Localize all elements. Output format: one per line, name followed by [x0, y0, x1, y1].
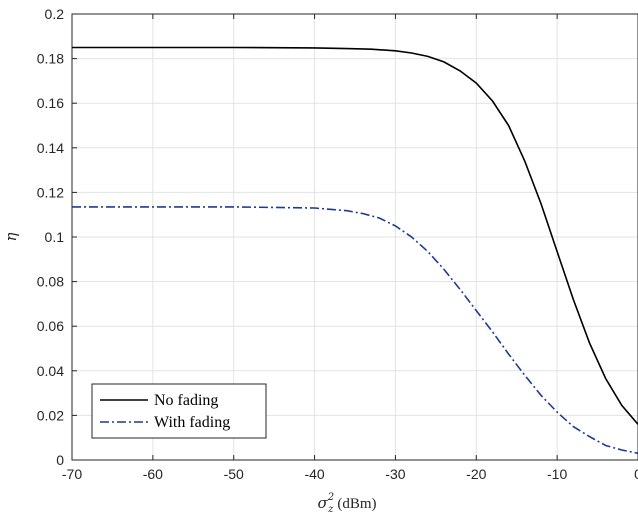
x-tick-label: -30: [385, 466, 405, 482]
x-tick-label: -50: [224, 466, 244, 482]
x-axis-label-superscript: 2: [327, 492, 334, 503]
x-tick-label: -20: [466, 466, 486, 482]
series-line-with-fading: [72, 206, 638, 455]
series-line-no-fading: [72, 46, 638, 425]
x-axis-label-unit: (dBm): [337, 496, 376, 512]
x-tick-label: 0: [634, 466, 638, 482]
y-tick-label: 0: [56, 452, 64, 468]
y-tick-label: 0.18: [37, 51, 64, 67]
y-axis-label: η: [2, 233, 20, 242]
x-axis-label-symbol: σ: [317, 494, 328, 512]
y-tick-label: 0.16: [37, 95, 64, 111]
x-tick-label: -10: [547, 466, 567, 482]
y-tick-label: 0.06: [37, 318, 64, 334]
y-tick-label: 0.02: [37, 407, 64, 423]
y-tick-label: 0.1: [45, 229, 65, 245]
y-tick-label: 0.04: [37, 363, 64, 379]
y-tick-label: 0.2: [45, 6, 65, 22]
legend-label-no-fading: No fading: [154, 392, 218, 409]
y-tick-label: 0.12: [37, 184, 64, 200]
y-tick-label: 0.14: [37, 140, 64, 156]
legend: No fading With fading: [91, 383, 267, 439]
legend-label-with-fading: With fading: [154, 414, 230, 431]
x-tick-label: -60: [143, 466, 163, 482]
y-tick-label: 0.08: [37, 274, 64, 290]
x-tick-label: -40: [304, 466, 324, 482]
series-lines: [72, 46, 638, 455]
legend-box: [91, 383, 267, 439]
x-axis-label-subscript: z: [327, 504, 334, 514]
x-axis-label: σ2 z (dBm): [317, 492, 376, 514]
axis-ticks: -70 -60 -50 -40 -30 -20 -10 0 0 0.02 0.04 0.06 0.08 0…: [37, 6, 638, 482]
x-tick-label: -70: [62, 466, 82, 482]
